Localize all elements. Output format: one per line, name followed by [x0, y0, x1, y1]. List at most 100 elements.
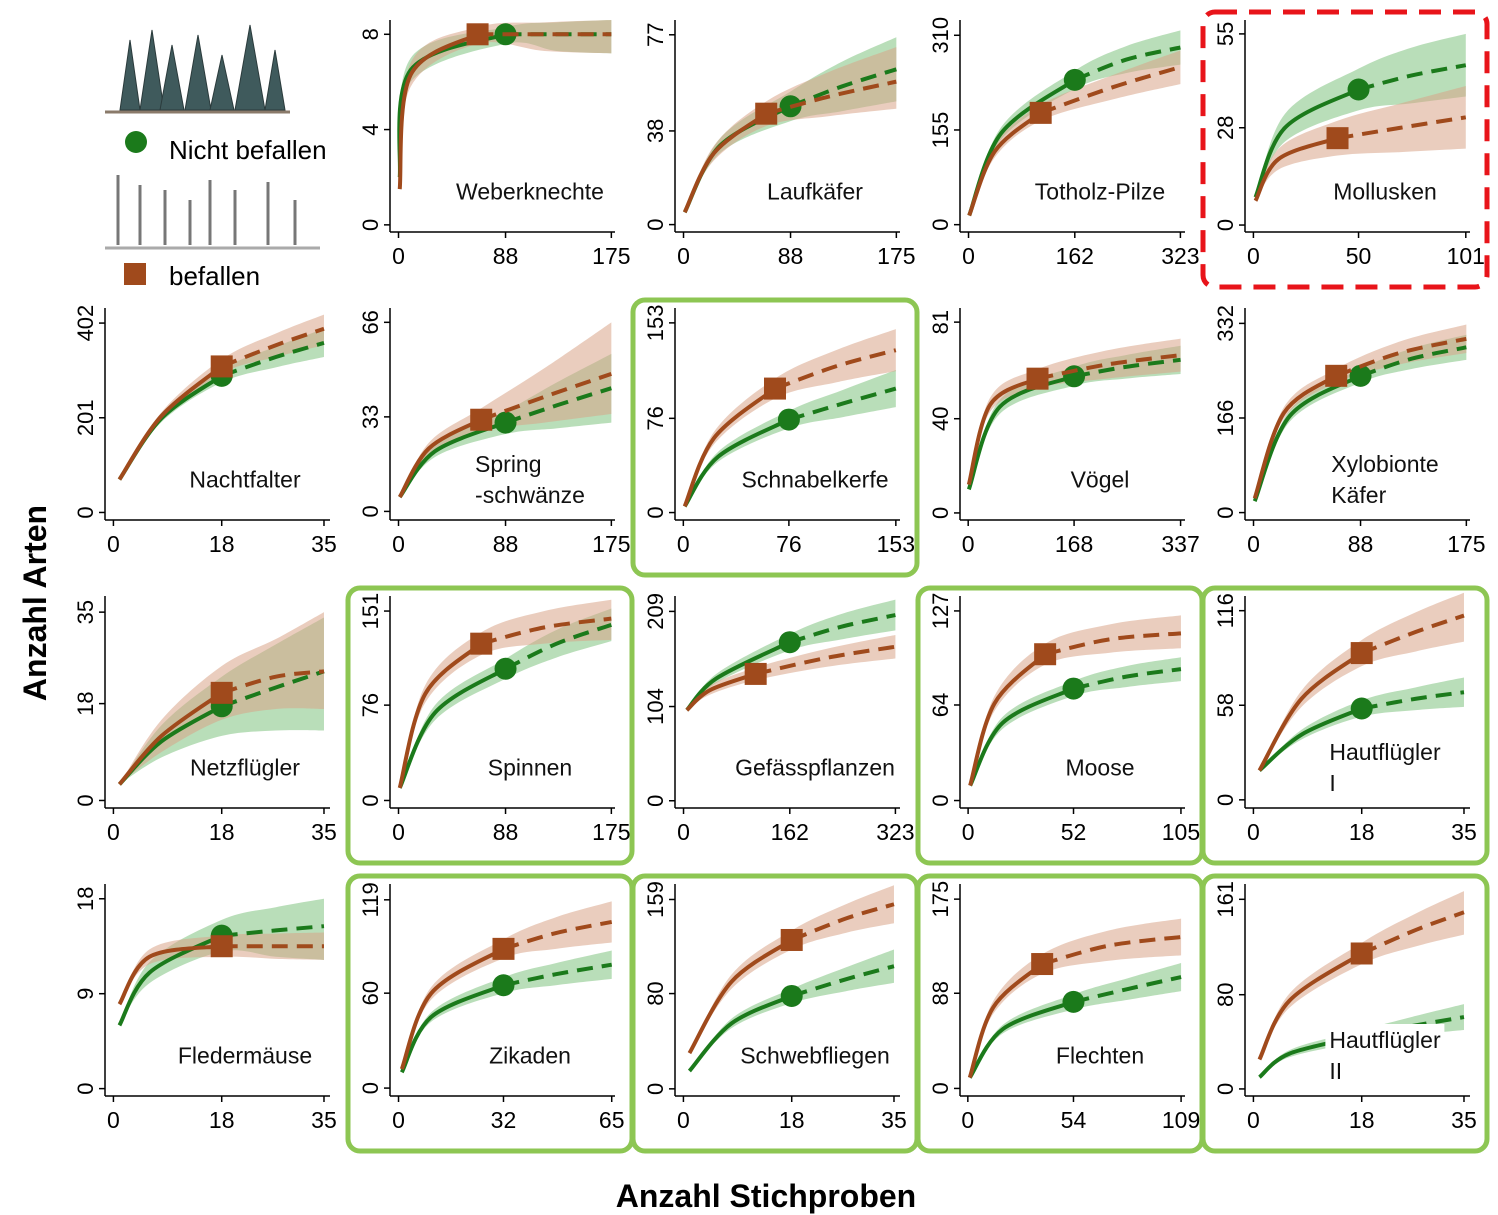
panel-title: Mollusken [1329, 175, 1441, 209]
y-tick-label: 0 [1213, 219, 1238, 231]
y-tick-label: 104 [643, 688, 668, 725]
y-tick-label: 0 [358, 505, 383, 517]
y-tick-label: 80 [643, 981, 668, 1005]
interpolation-line [397, 667, 507, 789]
extrapolation-line [1074, 45, 1181, 82]
panel-title: Spinnen [483, 751, 577, 785]
reference-marker [1062, 677, 1085, 700]
reference-marker [778, 631, 801, 654]
x-tick-label: 0 [107, 531, 120, 557]
reference-marker [494, 657, 517, 680]
y-tick-label: 332 [1213, 305, 1238, 342]
interpolation-line [1253, 136, 1339, 202]
confidence-band [969, 962, 1182, 1078]
extrapolation-line [221, 924, 325, 938]
extrapolation-line [755, 644, 896, 676]
x-tick-label: 153 [877, 531, 915, 557]
y-tick-label: 4 [358, 123, 383, 135]
extrapolation-line [220, 326, 325, 369]
extrapolation-line [480, 616, 612, 646]
extrapolation-line [1358, 63, 1467, 92]
x-tick-label: 0 [1247, 243, 1260, 269]
confidence-band [969, 50, 1181, 216]
interpolation-line [968, 1000, 1075, 1079]
y-tick-label: 0 [643, 795, 668, 807]
confidence-band [968, 338, 1181, 485]
extrapolation-line [1037, 353, 1181, 381]
y-tick-label: 151 [358, 593, 383, 630]
panel-title: Spring -schwänze [471, 448, 589, 512]
y-tick-label: 18 [73, 691, 98, 715]
x-tick-label: 0 [392, 1107, 405, 1133]
x-tick-label: 35 [1451, 819, 1477, 845]
x-tick-label: 18 [1349, 819, 1375, 845]
panel-title: Flechten [1051, 1039, 1149, 1073]
y-tick-label: 0 [643, 218, 668, 230]
extrapolation-line [789, 613, 896, 645]
interpolation-line [1252, 374, 1338, 499]
extrapolation-line [502, 920, 613, 951]
interpolation-line [687, 994, 793, 1073]
panel-title: Schwebfliegen [736, 1039, 894, 1073]
extrapolation-line [1040, 65, 1181, 115]
x-tick-label: 0 [962, 819, 975, 845]
reference-marker [1029, 101, 1052, 124]
panel-title: Fledermäuse [173, 1039, 317, 1073]
interpolation-line [1253, 87, 1360, 199]
confidence-band [684, 47, 897, 213]
x-tick-label: 175 [592, 531, 630, 557]
extrapolation-line [765, 79, 897, 116]
x-tick-label: 18 [209, 1107, 235, 1133]
interpolation-line [117, 933, 223, 1027]
x-tick-label: 88 [1348, 531, 1374, 557]
confidence-band [689, 885, 894, 1054]
x-tick-label: 0 [107, 1107, 120, 1133]
x-tick-label: 162 [771, 819, 809, 845]
y-tick-label: 0 [358, 219, 383, 231]
reference-marker [1349, 364, 1372, 387]
y-tick-label: 18 [73, 887, 98, 911]
highlight-frame [345, 585, 635, 866]
y-tick-label: 310 [928, 17, 953, 54]
y-tick-label: 175 [928, 881, 953, 918]
interpolation-line [1257, 951, 1363, 1061]
reference-marker [1350, 697, 1373, 720]
x-tick-label: 88 [493, 819, 519, 845]
healthy-forest-icon [105, 24, 290, 114]
y-tick-label: 28 [1213, 115, 1238, 139]
interpolation-line [682, 112, 768, 214]
x-tick-label: 175 [592, 819, 630, 845]
x-tick-label: 0 [677, 243, 690, 269]
y-tick-label: 64 [928, 693, 953, 717]
x-tick-label: 168 [1055, 531, 1093, 557]
x-tick-label: 337 [1161, 531, 1199, 557]
x-axis-title: Anzahl Stichproben [616, 1178, 916, 1214]
reference-marker [466, 23, 489, 46]
extrapolation-line [1073, 975, 1182, 1004]
confidence-band [399, 20, 612, 190]
x-tick-label: 0 [962, 243, 975, 269]
x-tick-label: 0 [107, 819, 120, 845]
panel-title: Vögel [1066, 463, 1134, 497]
interpolation-line [117, 691, 223, 786]
x-tick-label: 18 [779, 1107, 805, 1133]
y-tick-label: 66 [358, 310, 383, 334]
extrapolation-line [1360, 613, 1465, 655]
reference-marker [210, 681, 233, 704]
reference-marker [1347, 78, 1370, 101]
extrapolation-line [221, 669, 325, 695]
y-tick-label: 0 [928, 794, 953, 806]
extrapolation-line [1335, 336, 1467, 378]
reference-marker [1063, 68, 1086, 91]
panel-title: Totholz-Pilze [1030, 175, 1170, 209]
y-tick-label: 33 [358, 405, 383, 429]
y-tick-label: 0 [73, 794, 98, 806]
interpolation-line [397, 417, 483, 499]
y-tick-label: 35 [73, 600, 98, 624]
y-tick-label: 60 [358, 981, 383, 1005]
x-tick-label: 18 [209, 819, 235, 845]
interpolation-line [397, 642, 483, 789]
x-tick-label: 88 [493, 531, 519, 557]
x-tick-label: 0 [1247, 531, 1260, 557]
x-tick-label: 0 [392, 531, 405, 557]
